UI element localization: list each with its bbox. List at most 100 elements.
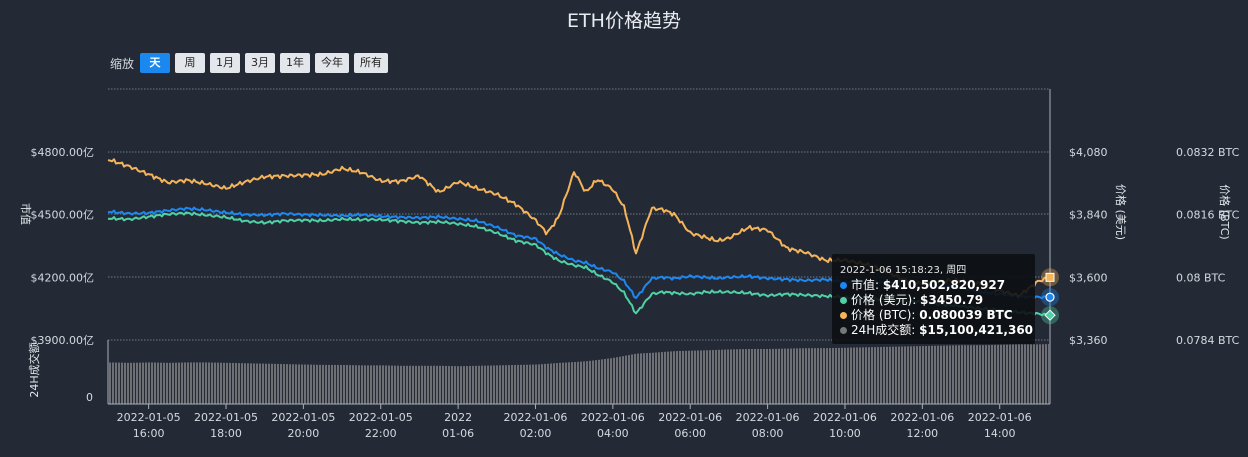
volume-bar [1012, 344, 1014, 404]
volume-bar [436, 365, 438, 404]
volume-bar [439, 365, 441, 404]
volume-bar [694, 350, 696, 404]
volume-bar [805, 348, 807, 404]
volume-bar [550, 363, 552, 404]
volume-bar [304, 364, 306, 404]
volume-bar [142, 362, 144, 404]
volume-bar [775, 348, 777, 404]
volume-bar [118, 362, 120, 404]
volume-bar [643, 353, 645, 404]
volume-bar [994, 344, 996, 404]
volume-bar [115, 362, 117, 404]
zoom-button-3month[interactable]: 3月 [245, 53, 276, 73]
right-axis-usd: $4,080 $3,840 $3,600 $3,360 [1069, 146, 1108, 347]
volume-bar [847, 347, 849, 404]
volume-bar [1036, 344, 1038, 404]
volume-bar [709, 350, 711, 404]
volume-bar [844, 347, 846, 404]
x-tick-time: 14:00 [984, 427, 1016, 440]
volume-bar [871, 347, 873, 404]
volume-bar [157, 362, 159, 404]
volume-bar [202, 362, 204, 404]
market-cap-dot [840, 282, 847, 289]
volume-bar [1030, 344, 1032, 404]
volume-bar [388, 365, 390, 404]
volume-bar [151, 362, 153, 404]
volume-bar [670, 351, 672, 404]
zoom-button-day[interactable]: 天 [140, 53, 171, 73]
volume-bar [688, 350, 690, 404]
x-tick-date: 2022 [444, 411, 472, 424]
tooltip-row-price-btc: 价格 (BTC): 0.080039 BTC [840, 308, 1027, 323]
volume-bar [424, 365, 426, 404]
volume-bar [682, 350, 684, 404]
volume-bar [130, 362, 132, 404]
volume-bar [778, 348, 780, 404]
volume-bar [811, 348, 813, 404]
volume-bar [307, 364, 309, 404]
volume-bar [226, 362, 228, 404]
volume-bar [832, 348, 834, 404]
volume-bar [412, 365, 414, 404]
zoom-button-1year[interactable]: 1年 [280, 53, 311, 73]
volume-bar [469, 365, 471, 404]
volume-bar [865, 347, 867, 404]
volume-bar [223, 362, 225, 404]
volume-bar [700, 350, 702, 404]
volume-bar [229, 362, 231, 404]
volume-bar [208, 362, 210, 404]
volume-bar [1042, 344, 1044, 404]
volume-bar [370, 365, 372, 404]
x-tick-time: 16:00 [133, 427, 165, 440]
volume-bar [241, 363, 243, 404]
zoom-button-1month[interactable]: 1月 [210, 53, 241, 73]
left-axis: $4800.00亿 $4500.00亿 $4200.00亿 $3900.00亿 [31, 146, 95, 347]
tooltip-row-price-usd: 价格 (美元): $3450.79 [840, 293, 1027, 308]
volume-bar [565, 362, 567, 404]
volume-bar [481, 365, 483, 404]
volume-bar [937, 345, 939, 404]
volume-bar [493, 365, 495, 404]
volume-bar [580, 361, 582, 404]
zoom-button-all[interactable]: 所有 [354, 53, 389, 73]
volume-bar [193, 362, 195, 404]
right-tick-label-usd: $3,840 [1069, 209, 1108, 222]
volume-bar [982, 345, 984, 404]
volume-bar [331, 364, 333, 404]
volume-bar [1021, 344, 1023, 404]
volume-bar [574, 362, 576, 404]
volume-bar [271, 363, 273, 404]
volume-bar [145, 362, 147, 404]
tooltip-label-price-usd: 价格 (美元) [851, 293, 913, 307]
volume-bar [568, 362, 570, 404]
volume-bar [1048, 344, 1050, 404]
volume-bar [286, 364, 288, 404]
volume-bar [496, 365, 498, 404]
volume-bar [376, 365, 378, 404]
volume-bar [763, 348, 765, 404]
volume-bar [274, 363, 276, 404]
right-tick-label-usd: $3,360 [1069, 334, 1108, 347]
right-tick-label-btc: 0.0816 BTC [1176, 209, 1240, 222]
volume-bar [445, 365, 447, 404]
volume-bar [301, 364, 303, 404]
volume-bar [733, 349, 735, 404]
x-tick-date: 2022-01-06 [658, 411, 722, 424]
marker-market-cap [1045, 292, 1055, 302]
zoom-button-week[interactable]: 周 [175, 53, 206, 73]
volume-bar [892, 346, 894, 404]
x-tick-time: 01-06 [442, 427, 474, 440]
volume-bar [205, 362, 207, 404]
volume-bar [136, 362, 138, 404]
volume-bar [397, 365, 399, 404]
right-tick-label-btc: 0.0784 BTC [1176, 334, 1240, 347]
volume-bar [238, 363, 240, 404]
volume-bar [790, 348, 792, 404]
y-axis-label-volume: 24H成交额 [27, 342, 41, 397]
right-tick-label-usd: $3,600 [1069, 271, 1108, 284]
volume-bar [124, 362, 126, 404]
volume-bar [781, 348, 783, 404]
volume-bar [586, 361, 588, 404]
zoom-button-ytd[interactable]: 今年 [315, 53, 350, 73]
volume-bar [955, 345, 957, 404]
